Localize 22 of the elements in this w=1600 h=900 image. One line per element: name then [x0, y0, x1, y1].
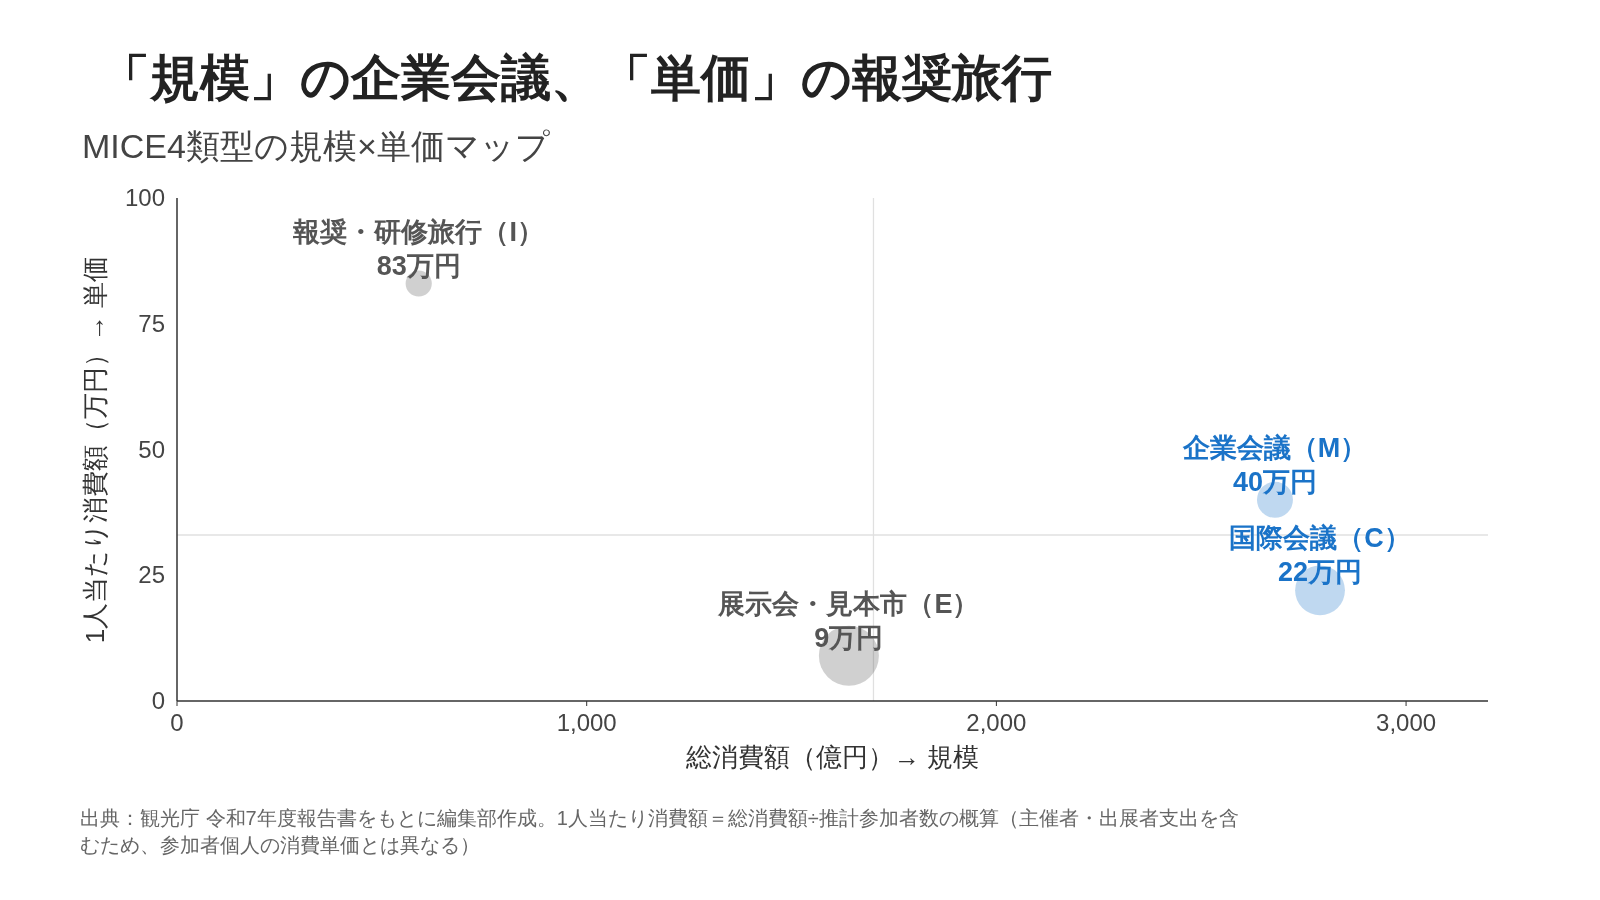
data-label: 22万円 [1278, 557, 1363, 588]
y-axis-title: 1人当たり消費額（万円）→ 単価 [80, 255, 110, 644]
x-tick-label: 2,000 [966, 709, 1027, 736]
series-label: 展示会・見本市（E） [717, 588, 980, 619]
x-axis-title: 総消費額（億円）→ 規模 [684, 742, 980, 772]
series-label: 企業会議（M） [1181, 432, 1368, 463]
chart-subtitle: MICE4類型の規模×単価マップ [82, 127, 550, 165]
data-label: 9万円 [814, 622, 884, 653]
x-tick-label: 1,000 [556, 709, 617, 736]
x-tick-label: 3,000 [1376, 709, 1437, 736]
data-label: 83万円 [376, 250, 461, 281]
chart-title: 「規模」の企業会議、「単価」の報奨旅行 [100, 50, 1052, 106]
series-label: 国際会議（C） [1229, 523, 1411, 554]
y-tick-label: 50 [138, 435, 165, 463]
y-tick-label: 75 [138, 309, 165, 337]
y-tick-label: 25 [138, 561, 165, 589]
series-label: 報奨・研修旅行（I） [292, 216, 544, 247]
y-tick-label: 0 [151, 687, 165, 714]
source-note: 出典：観光庁 令和7年度報告書をもとに編集部作成。1人当たり消費額＝総消費額÷推計参加者数の概算（主催者・出展者支出を含むため、参加者個人の消費単価とは異なる） [80, 806, 1240, 858]
data-label: 40万円 [1232, 466, 1317, 497]
x-tick-label: 0 [170, 709, 184, 736]
y-tick-label: 100 [124, 184, 165, 211]
